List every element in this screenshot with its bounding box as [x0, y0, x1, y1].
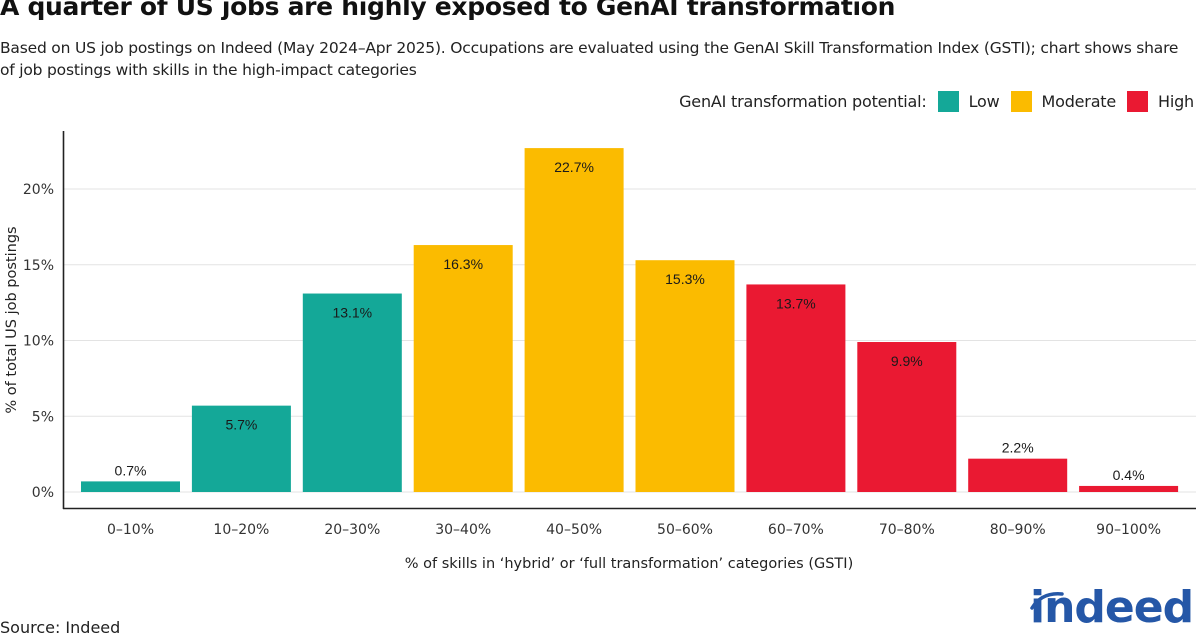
- bar-value-label: 15.3%: [665, 271, 705, 287]
- bars: [81, 148, 1179, 492]
- chart-title: A quarter of US jobs are highly exposed …: [0, 0, 896, 21]
- x-tick-label: 0–10%: [107, 522, 154, 538]
- bar-10-20: [191, 405, 291, 492]
- y-tick-label: 10%: [23, 334, 54, 350]
- bar-value-label: 2.2%: [1002, 440, 1034, 456]
- indeed-logo-arc-icon: [1030, 592, 1064, 610]
- x-tick-label: 90–100%: [1096, 522, 1161, 538]
- legend-title: GenAI transformation potential:: [679, 92, 927, 111]
- legend-label-moderate: Moderate: [1041, 92, 1117, 111]
- chart-subtitle: Based on US job postings on Indeed (May …: [0, 39, 1179, 79]
- bar-80-90: [968, 458, 1068, 492]
- x-tick-label: 30–40%: [435, 522, 491, 538]
- y-tick-label: 15%: [23, 258, 54, 274]
- bar-value-label: 13.7%: [776, 295, 816, 311]
- x-tick-label: 60–70%: [768, 522, 824, 538]
- bar-value-label: 0.4%: [1113, 467, 1145, 483]
- bar-value-label: 0.7%: [115, 462, 147, 478]
- source-note: Source: Indeed: [0, 618, 121, 637]
- y-tick-label: 20%: [23, 182, 54, 198]
- bar-value-label: 13.1%: [332, 305, 372, 321]
- legend-label-low: Low: [968, 92, 1000, 111]
- bar-90-100: [1079, 485, 1179, 492]
- bar-40-50: [524, 148, 624, 492]
- bar-value-labels: 0.7% 5.7% 13.1% 16.3% 22.7% 15.3% 13.7% 9.9% 2.2…: [115, 159, 1145, 483]
- y-tick-label: 0%: [32, 485, 54, 501]
- legend-swatch-low: [937, 91, 959, 112]
- bar-30-40: [413, 245, 513, 492]
- x-tick-label: 50–60%: [657, 522, 713, 538]
- y-tick-label: 5%: [32, 409, 54, 425]
- y-axis-ticks: 0% 5% 10% 15% 20%: [23, 182, 54, 501]
- bar-50-60: [635, 260, 735, 492]
- x-tick-label: 10–20%: [213, 522, 269, 538]
- bar-value-label: 9.9%: [891, 353, 923, 369]
- x-tick-label: 20–30%: [324, 522, 380, 538]
- bar-0-10: [81, 481, 180, 492]
- bar-20-30: [302, 293, 402, 492]
- x-tick-label: 40–50%: [546, 522, 602, 538]
- bar-value-label: 22.7%: [554, 159, 594, 175]
- legend-swatch-moderate: [1010, 91, 1032, 112]
- x-axis-title: % of skills in ‘hybrid’ or ‘full transfo…: [405, 556, 853, 572]
- indeed-logo: indeed: [1030, 582, 1194, 633]
- bar-value-label: 5.7%: [225, 417, 257, 433]
- x-tick-label: 80–90%: [990, 522, 1046, 538]
- legend: GenAI transformation potential: Low Mode…: [679, 91, 1194, 112]
- legend-swatch-high: [1127, 91, 1149, 112]
- x-tick-label: 70–80%: [879, 522, 935, 538]
- legend-label-high: High: [1158, 92, 1194, 111]
- x-axis-ticks: 0–10% 10–20% 20–30% 30–40% 40–50% 50–60% 60–70…: [107, 522, 1161, 538]
- bar-value-label: 16.3%: [443, 256, 483, 272]
- y-axis-title: % of total US job postings: [4, 226, 20, 413]
- bar-60-70: [746, 284, 846, 492]
- bar-70-80: [857, 342, 957, 492]
